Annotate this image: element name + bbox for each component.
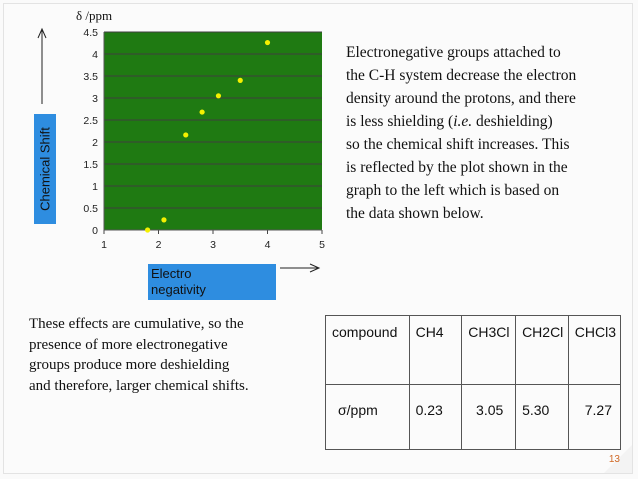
paragraph-fragment: is less shielding ( — [346, 113, 454, 130]
table-cell: CH2Cl — [515, 315, 569, 385]
y-tick-label: 1.5 — [83, 159, 98, 171]
data-point — [237, 77, 243, 83]
paragraph-line: These effects are cumulative, so the — [29, 316, 244, 332]
y-axis-label: Chemical Shift — [37, 127, 53, 211]
table-cell: 7.27 — [567, 384, 622, 450]
x-axis-arrow-head — [309, 263, 321, 273]
paragraph-line: density around the protons, and there — [346, 90, 576, 107]
y-tick-label: 0.5 — [83, 203, 98, 215]
table-row: σ/ppm 0.23 3.05 5.30 7.27 — [325, 384, 622, 450]
paragraph-line: is less shielding (i.e. deshielding) — [346, 110, 626, 133]
paragraph-line: the data shown below. — [346, 205, 484, 222]
data-point — [161, 217, 167, 223]
x-tick-label: 2 — [156, 239, 162, 251]
data-point — [264, 39, 271, 46]
y-axis-label-box: Chemical Shift — [34, 114, 56, 224]
y-tick-label: 2.5 — [83, 115, 98, 127]
explanation-paragraph: Electronegative groups attached to the C… — [346, 41, 626, 225]
paragraph-line: groups produce more deshielding — [29, 357, 230, 373]
data-point — [183, 132, 189, 138]
x-tick-label: 3 — [210, 239, 216, 251]
paragraph-line: so the chemical shift increases. This — [346, 136, 570, 153]
cumulative-paragraph: These effects are cumulative, so the pre… — [29, 314, 299, 396]
y-tick-label: 2 — [92, 137, 98, 149]
paragraph-italic: i.e. — [453, 113, 473, 130]
table-cell: σ/ppm — [325, 384, 410, 450]
paragraph-line: presence of more electronegative — [29, 336, 228, 353]
y-tick-label: 3.5 — [83, 71, 98, 83]
table-cell: 0.23 — [408, 384, 463, 450]
x-tick-label: 5 — [319, 239, 325, 251]
data-point — [145, 227, 151, 233]
paragraph-line: the C-H system decrease the electron — [346, 67, 577, 84]
table-cell: compound — [325, 315, 410, 385]
table-cell: 5.30 — [515, 384, 569, 450]
table-cell: 3.05 — [461, 384, 517, 450]
paragraph-line: is reflected by the plot shown in the — [346, 159, 568, 176]
table-cell: CHCl3 — [567, 315, 622, 385]
plot-area — [104, 32, 322, 230]
table-header-row: compound CH4 CH3Cl CH2Cl CHCl3 — [325, 315, 622, 385]
y-tick-label: 3 — [92, 93, 98, 105]
paragraph-line: Electronegative groups attached to — [346, 44, 561, 61]
paragraph-line: and therefore, larger chemical shifts. — [29, 377, 249, 394]
data-point — [199, 109, 205, 115]
x-axis-label-box: Electro negativity — [148, 264, 276, 300]
table-cell: CH4 — [408, 315, 463, 385]
x-axis-label-line1: Electro — [151, 266, 192, 281]
paragraph-fragment: deshielding) — [472, 113, 553, 130]
x-tick-label: 4 — [265, 239, 271, 251]
x-tick-label: 1 — [101, 239, 107, 251]
x-axis-label-line2: negativity — [151, 282, 206, 297]
y-tick-label: 4 — [92, 49, 98, 61]
table-cell: CH3Cl — [461, 315, 517, 385]
y-tick-label: 1 — [92, 181, 98, 193]
y-axis-arrow-head — [37, 27, 47, 39]
paragraph-line: graph to the left which is based on — [346, 182, 560, 199]
y-axis-unit-label: δ /ppm — [76, 8, 112, 23]
y-tick-label: 4.5 — [83, 27, 98, 39]
data-point — [215, 93, 222, 99]
page-number: 13 — [608, 454, 620, 465]
y-tick-label: 0 — [92, 225, 98, 237]
shift-data-table: compound CH4 CH3Cl CH2Cl CHCl3 σ/ppm 0.2… — [325, 315, 622, 450]
